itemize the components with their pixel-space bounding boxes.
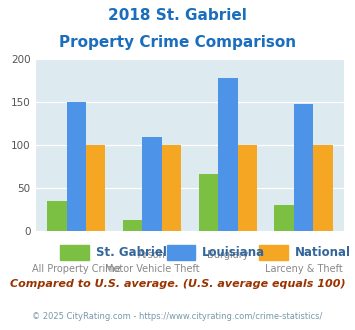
Bar xyxy=(218,78,237,231)
Bar xyxy=(162,145,181,231)
Bar xyxy=(313,145,333,231)
Text: St. Gabriel: St. Gabriel xyxy=(96,246,167,259)
Text: Arson: Arson xyxy=(138,250,166,260)
Bar xyxy=(86,145,105,231)
Text: Louisiana: Louisiana xyxy=(202,246,266,259)
Text: All Property Crime: All Property Crime xyxy=(32,264,121,274)
Text: © 2025 CityRating.com - https://www.cityrating.com/crime-statistics/: © 2025 CityRating.com - https://www.city… xyxy=(32,312,323,321)
Bar xyxy=(123,220,142,231)
Text: Compared to U.S. average. (U.S. average equals 100): Compared to U.S. average. (U.S. average … xyxy=(10,279,345,289)
Bar xyxy=(47,201,67,231)
Text: Motor Vehicle Theft: Motor Vehicle Theft xyxy=(105,264,200,274)
Text: Burglary: Burglary xyxy=(207,250,248,260)
Text: Larceny & Theft: Larceny & Theft xyxy=(265,264,343,274)
Bar xyxy=(294,104,313,231)
Bar xyxy=(142,138,162,231)
Text: 2018 St. Gabriel: 2018 St. Gabriel xyxy=(108,8,247,23)
Bar xyxy=(67,102,86,231)
Bar xyxy=(237,145,257,231)
Bar xyxy=(274,205,294,231)
Bar xyxy=(199,174,218,231)
Text: National: National xyxy=(295,246,351,259)
Text: Property Crime Comparison: Property Crime Comparison xyxy=(59,35,296,50)
